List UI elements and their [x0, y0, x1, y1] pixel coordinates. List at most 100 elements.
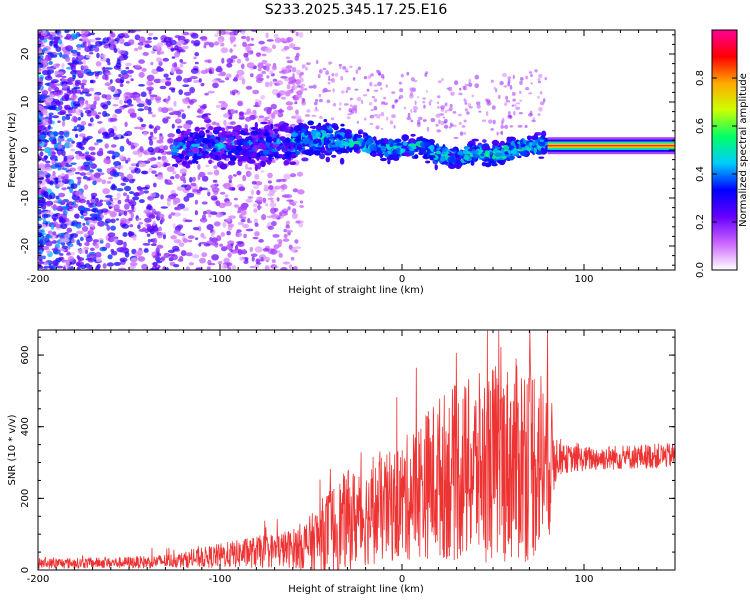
spectrogram-cell: [38, 77, 43, 83]
spectrogram-cell: [39, 111, 43, 116]
spectrogram-cell: [99, 240, 104, 244]
spectrogram-cell: [269, 118, 274, 125]
spectrogram-cell: [325, 140, 331, 144]
spectrogram-cell: [142, 227, 147, 232]
spectrogram-cell: [78, 153, 85, 157]
spectrogram-cell: [228, 179, 232, 184]
spectrogram-cell: [506, 136, 512, 142]
spectrogram-cell: [179, 168, 187, 175]
spectrogram-cell: [138, 222, 144, 225]
spectrogram-cell: [185, 252, 193, 257]
spectrogram-cell: [51, 139, 57, 145]
spectrogram-cell: [500, 125, 506, 128]
spectrogram-cell: [260, 121, 268, 125]
spectrogram-cell: [276, 197, 280, 202]
spectrogram-cell: [50, 134, 55, 138]
spectrogram-cell: [489, 151, 493, 156]
spectrogram-cell: [90, 151, 96, 156]
spectrogram-cell: [123, 241, 127, 248]
spectrogram-cell: [458, 155, 464, 159]
spectrogram-cell: [496, 159, 504, 163]
spectrogram-cell: [316, 59, 319, 65]
spectrogram-cell: [51, 214, 59, 220]
spectrogram-cell: [195, 237, 199, 241]
spectrogram-cell: [258, 239, 264, 243]
spectrogram-cell: [533, 147, 537, 154]
spectrogram-cell: [242, 248, 247, 255]
spectrogram-cell: [329, 133, 334, 140]
spectrogram-cell: [285, 194, 293, 199]
spectrogram-cell: [42, 171, 48, 175]
spectrogram-cell: [223, 119, 227, 126]
spectrogram-cell: [454, 161, 463, 168]
spectrogram-cell: [80, 112, 84, 118]
spectrogram-cell: [423, 154, 428, 158]
spectrogram-cell: [168, 214, 172, 220]
spectrogram-cell: [198, 242, 202, 247]
spectrogram-cell: [84, 100, 89, 105]
spectrogram-cell: [46, 67, 54, 71]
spectrogram-cell: [95, 114, 100, 120]
spectrogram-cell: [152, 220, 156, 226]
spectrogram-cell: [105, 67, 113, 70]
spectrogram-cell: [466, 111, 470, 115]
spectrogram-cell: [46, 194, 53, 200]
spectrogram-cell: [254, 164, 258, 172]
spectrogram-cell: [274, 37, 282, 43]
spectrogram-cell: [76, 51, 81, 56]
spectrogram-cell: [118, 154, 124, 161]
spectrogram-cell: [180, 49, 186, 53]
spectrogram-cell: [297, 189, 305, 195]
spectrogram-cell: [220, 30, 226, 35]
spectrogram-cell: [148, 32, 154, 36]
spectrogram-cell: [241, 149, 249, 157]
spectrogram-cell: [167, 138, 175, 144]
spectrogram-cell: [46, 248, 51, 254]
spectrogram-cell: [519, 99, 522, 102]
spectrogram-cell: [424, 72, 428, 77]
spectrogram-cell: [143, 131, 148, 136]
spectrogram-cell: [163, 145, 169, 151]
spectrogram-cell: [122, 232, 128, 237]
spectrogram-cell: [95, 61, 102, 67]
spectrogram-cell: [54, 70, 59, 76]
spectrogram-cell: [113, 261, 122, 266]
spectrogram-cell: [89, 71, 95, 76]
spectrogram-cell: [394, 138, 402, 143]
spectrogram-cell: [66, 227, 73, 233]
spectrogram-cell: [80, 264, 87, 269]
spectrogram-cell: [322, 124, 327, 131]
spectrogram-cell: [64, 105, 68, 110]
spectrogram-cell: [38, 223, 43, 229]
spectrogram-cell: [85, 103, 92, 109]
spectrogram-cell: [95, 40, 103, 47]
spectrogram-cell: [65, 253, 72, 256]
spectrogram-cell: [38, 126, 42, 130]
spectrogram-cell: [261, 53, 267, 57]
spectrogram-cell: [88, 224, 96, 227]
spectrogram-cell: [116, 218, 119, 221]
spectrogram-cell: [391, 152, 395, 156]
spectrogram-cell: [194, 210, 198, 216]
spectrogram-cell: [173, 100, 177, 107]
spectrogram-cell: [513, 111, 516, 116]
spectrogram-cell: [58, 38, 63, 45]
spectrogram-cell: [148, 124, 153, 129]
spectrogram-cell: [88, 123, 92, 127]
spectrogram-cell: [151, 114, 156, 118]
spectrogram-cell: [457, 113, 462, 117]
spectrogram-cell: [291, 132, 298, 138]
spectrogram-cell: [199, 143, 205, 147]
spectrogram-cell: [230, 38, 236, 41]
spectrogram-cell: [301, 128, 307, 133]
spectrogram-cell: [468, 78, 471, 84]
spectrogram-cell: [147, 36, 153, 41]
spectrogram-cell: [292, 73, 295, 78]
spectrogram-cell: [448, 162, 453, 165]
spectrogram-cell: [169, 39, 177, 46]
spectrogram-cell: [263, 256, 271, 262]
spectrogram-cell: [318, 69, 323, 74]
spectrogram-cell: [181, 98, 189, 103]
spectrogram-cell: [305, 114, 310, 117]
spectrogram-cell: [75, 133, 79, 138]
